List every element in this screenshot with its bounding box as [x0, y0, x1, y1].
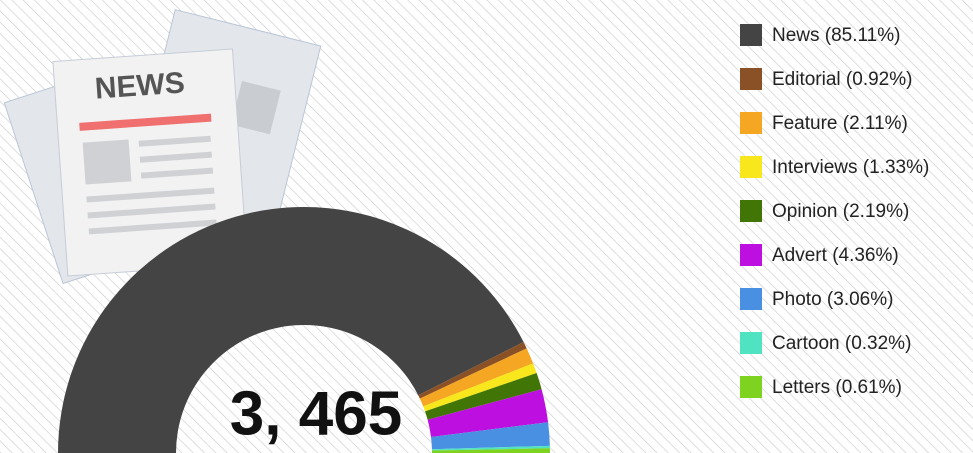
donut-segment	[427, 389, 549, 437]
legend-label: Editorial (0.92%)	[772, 69, 912, 90]
newspaper-illustration: NEWS	[3, 9, 322, 285]
donut-segment	[431, 445, 550, 451]
legend-swatch	[740, 332, 762, 354]
donut-segment	[423, 363, 537, 412]
legend: News (85.11%) Editorial (0.92%) Feature (2…	[740, 24, 929, 398]
legend-label: Letters (0.61%)	[772, 377, 902, 398]
legend-label: Cartoon (0.32%)	[772, 333, 911, 354]
legend-label: Photo (3.06%)	[772, 289, 893, 310]
legend-label: News (85.11%)	[772, 25, 900, 46]
legend-swatch	[740, 156, 762, 178]
donut-segment	[431, 448, 550, 453]
legend-label: Opinion (2.19%)	[772, 201, 909, 222]
legend-swatch	[740, 200, 762, 222]
legend-label: Advert (4.36%)	[772, 245, 899, 266]
legend-swatch	[740, 24, 762, 46]
legend-swatch	[740, 112, 762, 134]
legend-label: Interviews (1.33%)	[772, 157, 929, 178]
legend-swatch	[740, 244, 762, 266]
legend-swatch	[740, 376, 762, 398]
donut-segment	[430, 422, 550, 450]
legend-swatch	[740, 68, 762, 90]
donut	[58, 206, 550, 453]
center-label: 3, 465	[230, 379, 402, 448]
legend-label: Feature (2.11%)	[772, 113, 908, 134]
legend-swatch	[740, 288, 762, 310]
donut-segment	[419, 348, 534, 407]
donut-segment	[425, 373, 542, 420]
donut-segment	[58, 206, 524, 453]
illustration-title: NEWS	[94, 66, 186, 105]
donut-segment	[418, 342, 527, 399]
